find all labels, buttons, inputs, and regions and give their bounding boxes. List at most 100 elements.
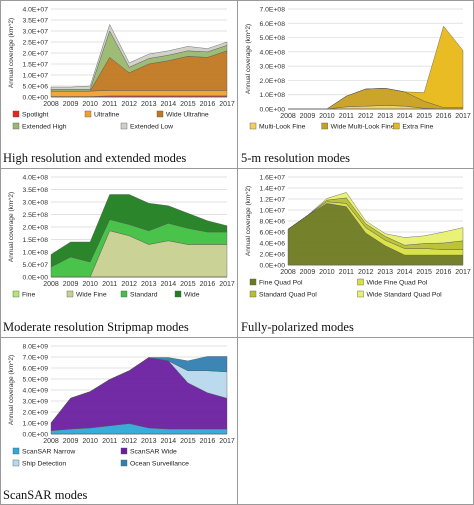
x-tick-label: 2015 <box>180 281 196 288</box>
x-tick-label: 2017 <box>455 113 471 120</box>
y-tick-label: 2.0E+08 <box>259 78 285 85</box>
legend-swatch-extended-low <box>120 122 128 130</box>
legend-label-ocean-surveillance: Ocean Surveillance <box>130 461 189 468</box>
x-tick-label: 2008 <box>43 101 59 108</box>
y-tick-label: 4.0E+06 <box>259 241 285 248</box>
legend-label-wide-fine: Wide Fine <box>76 292 107 299</box>
y-tick-label: 1.0E+07 <box>22 73 48 80</box>
x-tick-label: 2016 <box>200 101 216 108</box>
legend-label-standard-quad-pol: Standard Quad Pol <box>259 292 317 299</box>
legend-swatch-ship-detection <box>12 459 20 467</box>
x-tick-label: 2010 <box>82 438 98 445</box>
y-axis-label: Annual coverage (km^2) <box>8 355 15 425</box>
x-tick-label: 2009 <box>300 269 316 276</box>
legend-swatch-standard-quad-pol <box>249 290 257 298</box>
y-tick-label: 1.5E+08 <box>22 237 48 244</box>
x-tick-label: 2011 <box>339 269 354 276</box>
x-tick-label: 2009 <box>63 281 79 288</box>
y-tick-label: 1.0E+08 <box>259 92 285 99</box>
legend-swatch-scansar-wide <box>120 447 128 455</box>
x-tick-label: 2011 <box>102 438 117 445</box>
grid-divider-row1 <box>0 168 474 169</box>
y-tick-label: 3.0E+09 <box>22 399 48 406</box>
chart-moderate-resolution: 0.0E+00 5.0E+07 1.0E+08 1.5E+08 2.0E+08 2.5E+… <box>1 169 237 319</box>
y-tick-label: 6.0E+09 <box>22 366 48 373</box>
x-tick-label: 2012 <box>121 438 137 445</box>
chart-svg-moderate-resolution: 0.0E+00 5.0E+07 1.0E+08 1.5E+08 2.0E+08 2.5E+… <box>8 175 235 299</box>
area-extended-low <box>50 23 228 90</box>
x-tick-label: 2011 <box>102 281 117 288</box>
legend-swatch-scansar-narrow <box>12 447 20 455</box>
x-tick-label: 2017 <box>219 101 235 108</box>
x-tick-label: 2016 <box>200 438 216 445</box>
x-tick-label: 2013 <box>141 281 157 288</box>
legend-swatch-fine-quad-pol <box>249 278 257 286</box>
y-tick-label: 5.0E+07 <box>22 262 48 269</box>
x-tick-label: 2012 <box>358 113 374 120</box>
x-tick-label: 2017 <box>219 438 235 445</box>
x-tick-label: 2009 <box>300 113 316 120</box>
legend-label-wide-fine-quad-pol: Wide Fine Quad Pol <box>367 280 428 287</box>
y-tick-label: 2.0E+07 <box>22 51 48 58</box>
x-tick-label: 2015 <box>416 113 432 120</box>
x-tick-label: 2008 <box>43 281 59 288</box>
y-tick-label: 0.0E+00 <box>259 263 285 270</box>
y-tick-label: 1.5E+07 <box>22 62 48 69</box>
legend-swatch-wide-multi-look-fine <box>321 122 328 130</box>
y-tick-label: 7.0E+08 <box>259 7 285 14</box>
x-tick-label: 2017 <box>219 281 235 288</box>
legend-swatch-multi-look-fine <box>249 122 257 130</box>
legend-label-fine: Fine <box>22 292 35 299</box>
y-axis-label: Annual coverage (km^2) <box>245 186 252 256</box>
area-ocean-surveillance <box>50 356 228 424</box>
grid-divider-row2 <box>0 337 474 338</box>
x-tick-label: 2014 <box>397 113 413 120</box>
y-tick-label: 2.0E+06 <box>259 252 285 259</box>
y-tick-label: 5.0E+09 <box>22 377 48 384</box>
y-tick-label: 0.0E+00 <box>22 95 48 102</box>
area-wide-standard-quad-pol <box>287 192 464 246</box>
legend-swatch-extra-fine <box>393 122 400 130</box>
legend-label-scansar-narrow: ScanSAR Narrow <box>22 449 75 456</box>
legend-swatch-wide-ultrafine <box>156 110 164 118</box>
legend-label-multi-look-fine: Multi-Look Fine <box>259 124 306 131</box>
y-tick-label: 2.0E+08 <box>22 225 48 232</box>
legend-label-extra-fine: Extra Fine <box>402 124 433 131</box>
y-tick-label: 1.2E+07 <box>259 197 285 204</box>
x-tick-label: 2010 <box>319 113 335 120</box>
legend-label-scansar-wide: ScanSAR Wide <box>130 449 177 456</box>
legend-swatch-ultrafine <box>84 110 92 118</box>
caption-fully-polarized: Fully-polarized modes <box>241 320 354 334</box>
legend-swatch-wide-fine-quad-pol <box>357 278 364 286</box>
x-tick-label: 2008 <box>280 113 296 120</box>
x-tick-label: 2012 <box>121 281 137 288</box>
x-tick-label: 2013 <box>377 113 393 120</box>
caption-high-resolution: High resolution and extended modes <box>3 151 187 165</box>
x-tick-label: 2016 <box>436 113 452 120</box>
x-tick-label: 2012 <box>121 101 137 108</box>
legend-swatch-extended-high <box>12 122 20 130</box>
x-tick-label: 2010 <box>319 269 335 276</box>
y-tick-label: 4.0E+08 <box>22 175 48 182</box>
grid-border-top <box>0 0 474 1</box>
y-tick-label: 0.0E+00 <box>22 432 48 439</box>
x-tick-label: 2009 <box>63 438 79 445</box>
grid-border-left <box>0 0 1 505</box>
x-tick-label: 2011 <box>102 101 117 108</box>
grid-divider-vertical <box>237 0 238 505</box>
y-tick-label: 4.0E+09 <box>22 388 48 395</box>
legend-swatch-wide-standard-quad-pol <box>357 290 364 298</box>
legend-swatch-wide-fine <box>66 290 74 298</box>
legend-label-wide-standard-quad-pol: Wide Standard Quad Pol <box>367 292 443 299</box>
x-tick-label: 2010 <box>82 101 98 108</box>
x-tick-label: 2014 <box>397 269 413 276</box>
legend-swatch-fine <box>12 290 20 298</box>
area-ultrafine <box>50 90 228 97</box>
y-tick-label: 1.0E+09 <box>22 421 48 428</box>
y-tick-label: 8.0E+09 <box>22 344 48 351</box>
y-tick-label: 1.4E+07 <box>259 186 285 193</box>
y-tick-label: 6.0E+06 <box>259 230 285 237</box>
x-tick-label: 2008 <box>43 438 59 445</box>
legend-label-standard: Standard <box>130 292 158 299</box>
x-tick-label: 2013 <box>377 269 393 276</box>
